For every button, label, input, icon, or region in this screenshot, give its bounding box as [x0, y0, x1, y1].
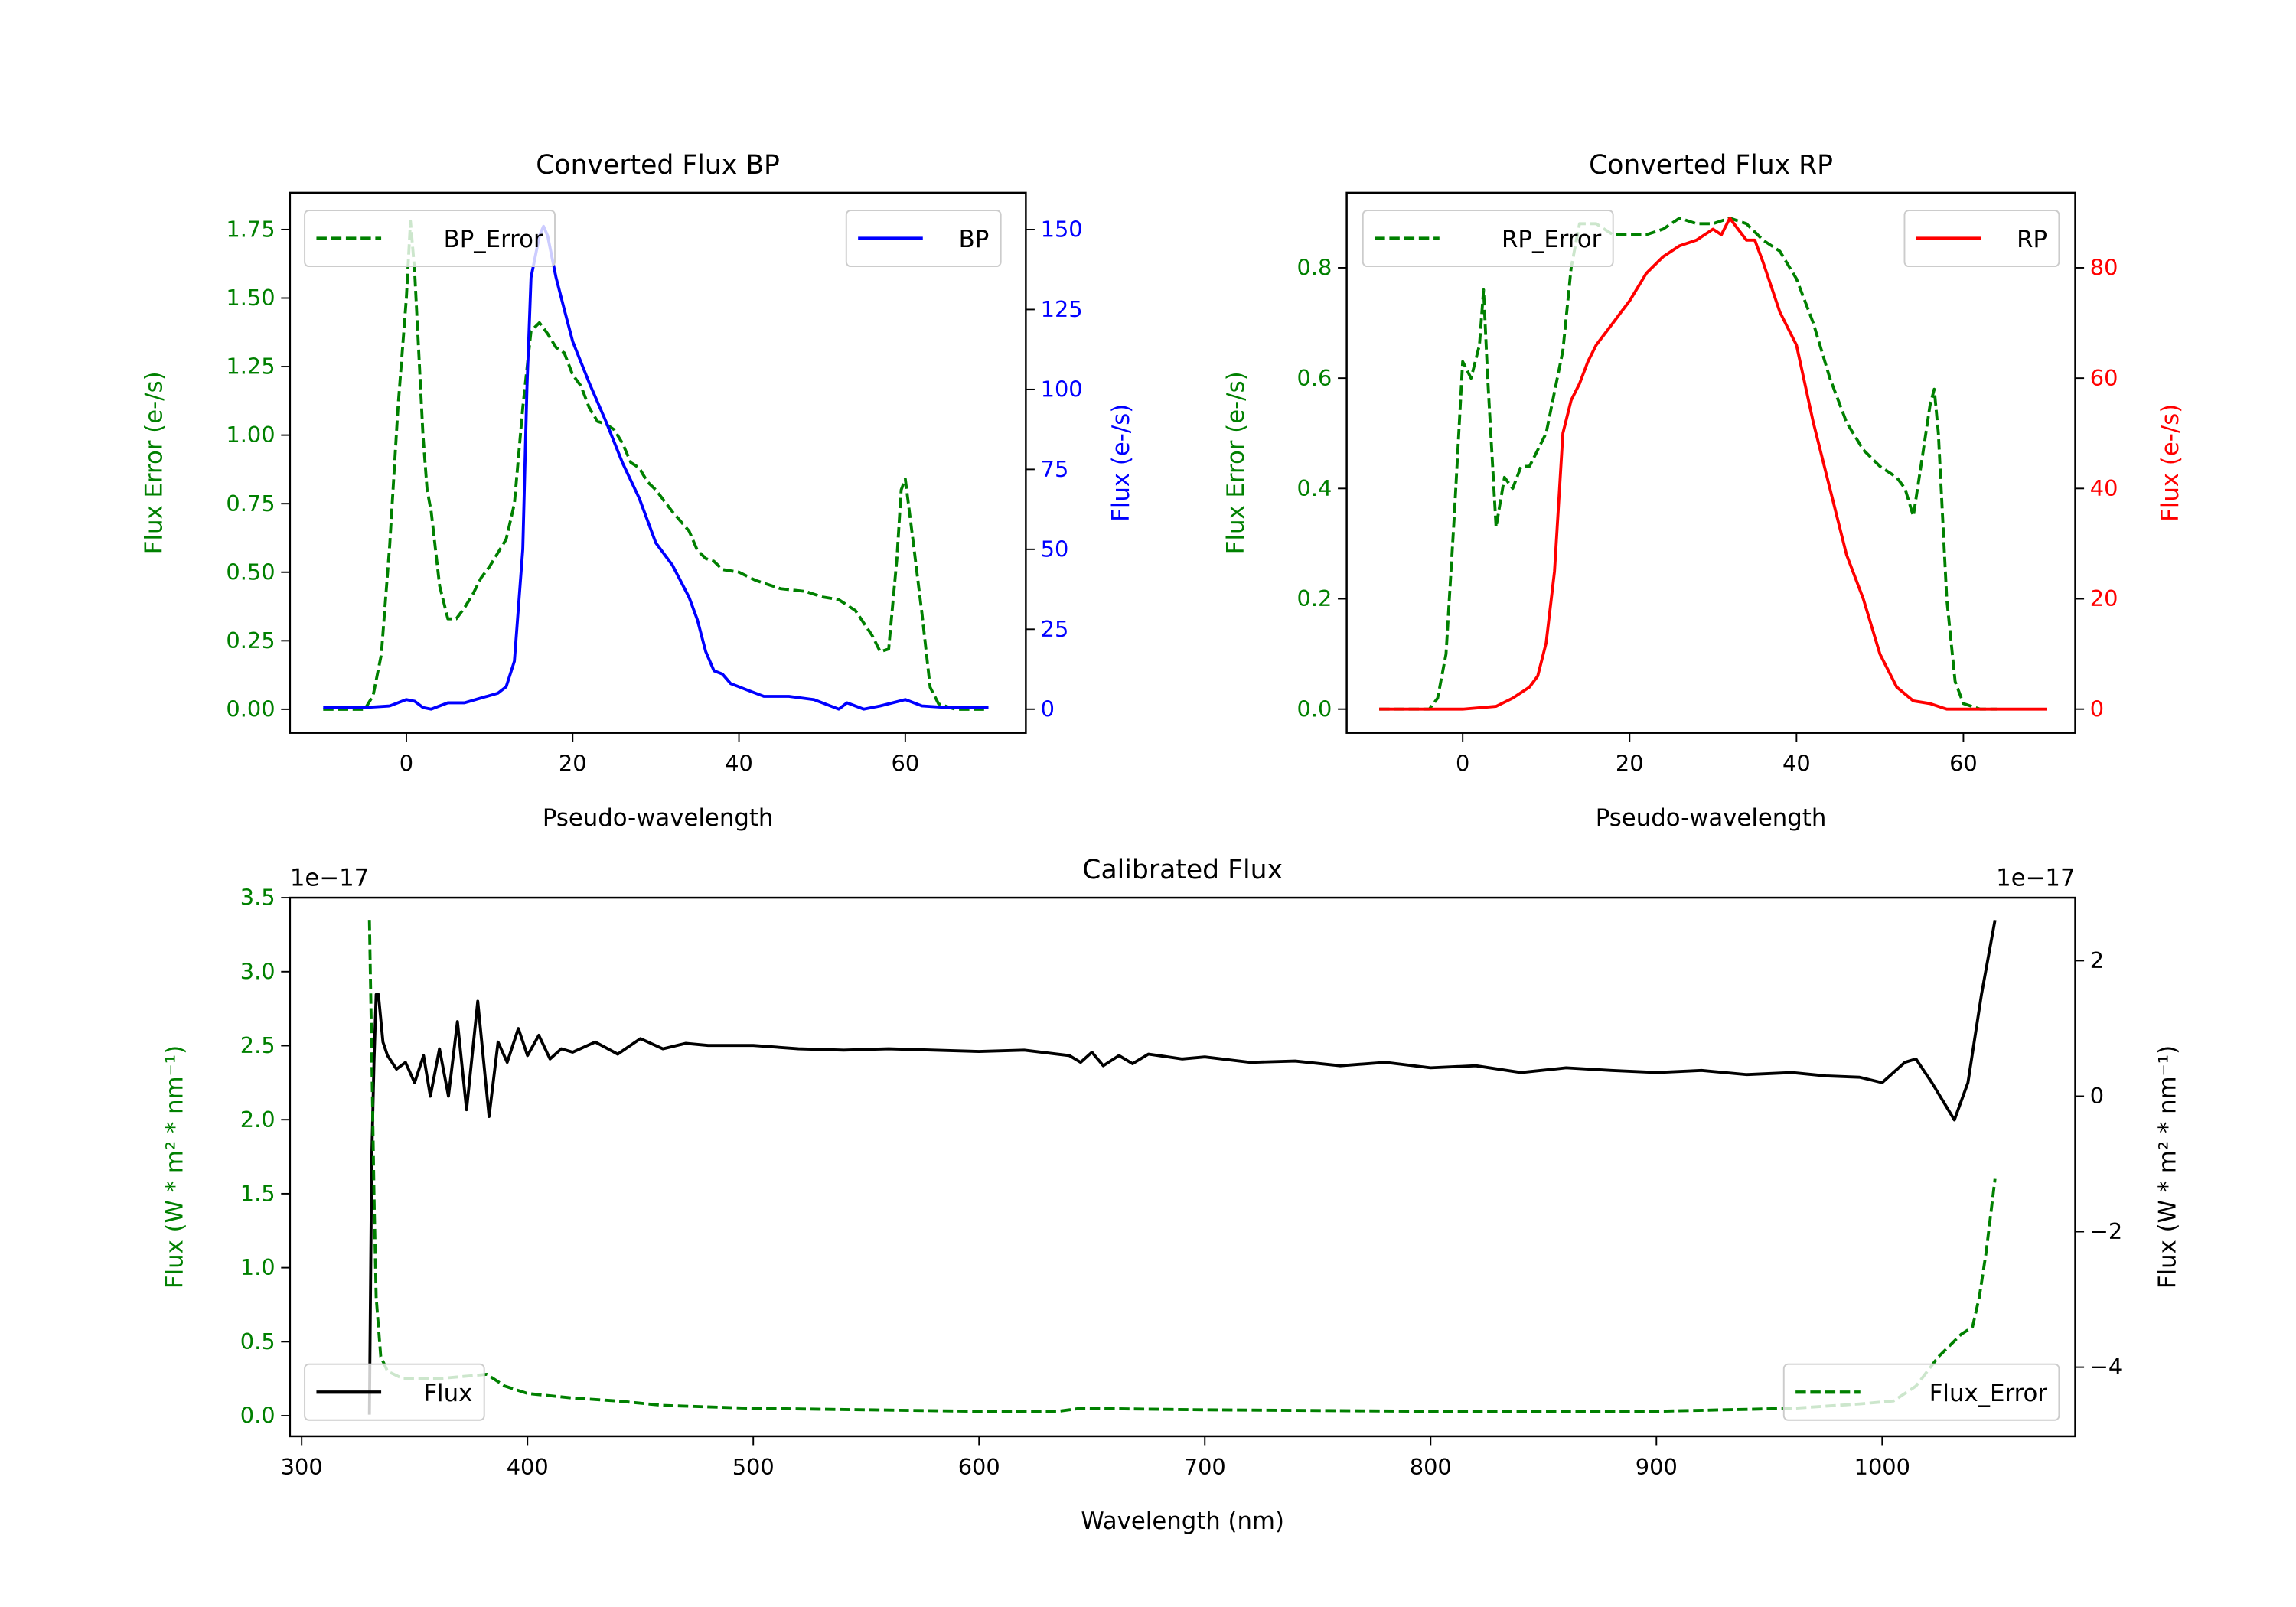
chart-title: Converted Flux BP [536, 150, 780, 181]
y-axis-label-right: Flux (e-/s) [1107, 404, 1135, 522]
y-tick-label-left: 3.0 [240, 958, 276, 984]
x-tick-label: 600 [958, 1454, 1000, 1480]
chart-title: Calibrated Flux [1082, 855, 1283, 885]
x-tick-label: 40 [725, 751, 753, 777]
y-tick-label-left: 0.75 [226, 491, 275, 517]
x-tick-label: 700 [1184, 1454, 1226, 1480]
y-tick-label-right: 0 [2090, 1083, 2104, 1109]
y-tick-label-left: 0.25 [226, 627, 275, 654]
offset-text-left: 1e−17 [290, 865, 369, 892]
legend-box [845, 210, 1002, 268]
y-tick-label-right: 75 [1041, 456, 1069, 482]
x-axis-label: Pseudo-wavelength [543, 804, 774, 832]
y-tick-label-left: 1.0 [240, 1254, 276, 1280]
series-line-bp [323, 224, 989, 711]
y-axis-label-right: Flux (e-/s) [2157, 404, 2184, 522]
y-tick-label-left: 0.4 [1297, 475, 1332, 501]
series-line-rp-error [1379, 217, 1998, 711]
panel-2: 300 400 500 600 700 800 900 1000 0.0 0.5 1.0 1.5 2.0… [161, 855, 2181, 1535]
y-tick-label-left: 2.0 [240, 1107, 276, 1133]
y-tick-label-left: 1.25 [226, 354, 275, 380]
legend-box [304, 210, 556, 268]
chart-title: Converted Flux RP [1589, 150, 1833, 181]
y-tick-label-right: 40 [2090, 475, 2118, 501]
legend-box [304, 1363, 485, 1421]
y-tick-label-right: −2 [2090, 1218, 2123, 1244]
x-tick-label: 60 [892, 751, 920, 777]
offset-text-right: 1e−17 [1996, 865, 2075, 892]
y-tick-label-left: 0.00 [226, 696, 275, 722]
legend-label: BP [959, 226, 990, 253]
series-line-bp-error [323, 220, 989, 711]
legend-rp: RP [1903, 210, 2060, 268]
axes-frame [1345, 191, 2076, 734]
series-line-flux [367, 919, 1997, 1415]
y-tick-label-left: 0.6 [1297, 365, 1332, 391]
x-tick-label: 40 [1782, 751, 1811, 777]
panel-1: 0 20 40 60 0.0 0.2 0.4 0.6 0.8 0 20 40 60 80 Converted… [1222, 150, 2184, 832]
legend-label: Flux_Error [1929, 1380, 2048, 1407]
legend-label: RP [2017, 226, 2047, 253]
legend-flux-error: Flux_Error [1782, 1363, 2060, 1421]
legend-label: BP_Error [444, 226, 543, 253]
legend-box [1903, 210, 2060, 268]
axes-frame [289, 896, 2076, 1438]
x-tick-label: 900 [1636, 1454, 1678, 1480]
x-tick-label: 300 [281, 1454, 323, 1480]
x-tick-label: 20 [559, 751, 587, 777]
y-axis-label-left: Flux Error (e-/s) [1222, 371, 1250, 554]
y-tick-label-left: 0.8 [1297, 255, 1332, 281]
legend-bp: BP [845, 210, 1002, 268]
legend-label: Flux [423, 1380, 472, 1407]
x-axis-label: Pseudo-wavelength [1596, 804, 1827, 832]
y-tick-label-right: 125 [1041, 296, 1083, 322]
y-axis-label-right: Flux (W * m² * nm⁻¹) [2154, 1045, 2181, 1289]
y-tick-label-left: 2.5 [240, 1032, 276, 1058]
y-tick-label-left: 0.0 [240, 1403, 276, 1429]
legend-flux: Flux [304, 1363, 485, 1421]
legend-bp-error: BP_Error [304, 210, 556, 268]
x-tick-label: 20 [1616, 751, 1644, 777]
y-tick-label-left: 0.2 [1297, 585, 1332, 611]
y-tick-label-left: 1.75 [226, 217, 275, 243]
y-tick-label-left: 3.5 [240, 885, 276, 911]
y-tick-label-right: −4 [2090, 1354, 2123, 1380]
legend-box [1782, 1363, 2060, 1421]
legend-label: RP_Error [1502, 226, 1602, 253]
y-tick-label-right: 25 [1041, 616, 1069, 642]
y-tick-label-right: 150 [1041, 217, 1083, 243]
x-tick-label: 1000 [1854, 1454, 1910, 1480]
x-tick-label: 60 [1949, 751, 1978, 777]
y-axis-label-left: Flux Error (e-/s) [141, 371, 168, 554]
x-tick-label: 800 [1410, 1454, 1452, 1480]
y-tick-label-left: 1.5 [240, 1181, 276, 1207]
y-tick-label-right: 60 [2090, 365, 2118, 391]
series-line-rp [1379, 217, 2047, 711]
y-axis-label-left: Flux (W * m² * nm⁻¹) [161, 1045, 188, 1289]
y-tick-label-left: 0.0 [1297, 696, 1332, 722]
x-tick-label: 0 [400, 751, 413, 777]
x-tick-label: 0 [1456, 751, 1469, 777]
y-tick-label-left: 0.5 [240, 1328, 276, 1354]
y-tick-label-right: 100 [1041, 376, 1083, 403]
x-tick-label: 500 [732, 1454, 775, 1480]
y-tick-label-right: 2 [2090, 947, 2104, 973]
y-tick-label-right: 20 [2090, 585, 2118, 611]
x-tick-label: 400 [507, 1454, 549, 1480]
y-tick-label-left: 0.50 [226, 559, 275, 585]
x-axis-label: Wavelength (nm) [1081, 1508, 1284, 1535]
axes-frame [289, 191, 1027, 734]
panel-0: 0 20 40 60 0.00 0.25 0.50 0.75 1.00 1.25 1.50 1.75 0… [141, 150, 1135, 832]
y-tick-label-right: 0 [1041, 696, 1055, 722]
y-tick-label-left: 1.00 [226, 422, 275, 448]
y-tick-label-right: 0 [2090, 696, 2104, 722]
y-tick-label-right: 80 [2090, 255, 2118, 281]
legend-box [1362, 210, 1614, 268]
legend-rp-error: RP_Error [1362, 210, 1614, 268]
y-tick-label-left: 1.50 [226, 285, 275, 311]
y-tick-label-right: 50 [1041, 536, 1069, 562]
